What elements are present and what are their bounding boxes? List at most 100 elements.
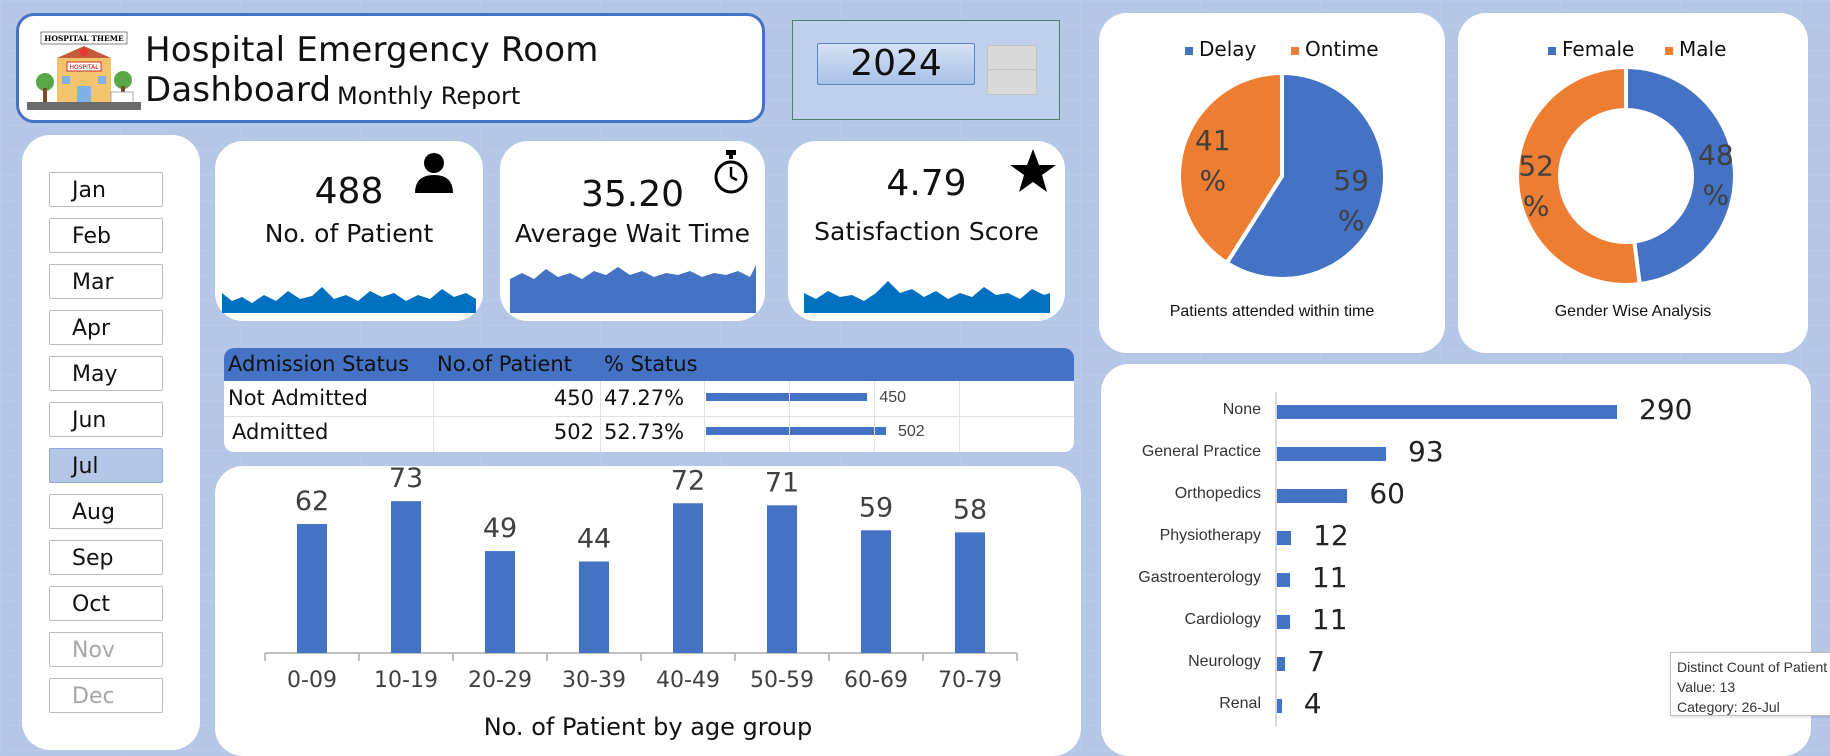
month-button-may[interactable]: May (49, 356, 163, 391)
satisfaction-sparkline (804, 281, 1050, 313)
tooltip-line: Category: 26-Jul (1677, 699, 1780, 715)
legend-swatch (1291, 46, 1299, 55)
dashboard-subtitle: Monthly Report (337, 82, 521, 110)
slice-label: 41 (1195, 124, 1231, 157)
timeliness-pie-card: Delay Ontime 59% 41% Patients attended wi… (1099, 13, 1445, 353)
month-button-mar[interactable]: Mar (49, 264, 163, 299)
age-group-chart-card: 62 0-09 73 10-19 49 20-29 44 30-39 72 40-49 71 50-5… (215, 466, 1081, 756)
bar (391, 501, 421, 653)
tick-label: 30-39 (562, 668, 626, 693)
tick-label: 70-79 (938, 668, 1002, 693)
donut-caption: Gender Wise Analysis (1554, 303, 1712, 320)
data-bar-label: 450 (879, 389, 907, 406)
status-cell: Admitted (232, 420, 329, 444)
bar (1277, 699, 1282, 713)
month-button-jul[interactable]: Jul (49, 448, 163, 483)
table-row: Admitted 502 52.73% 502 (224, 416, 1074, 450)
legend-label: Delay (1199, 37, 1257, 61)
admission-status-table: Admission Status No.of Patient % Status … (224, 348, 1074, 452)
month-button-oct[interactable]: Oct (49, 586, 163, 621)
category-label: General Practice (1141, 443, 1261, 460)
slice-label: 52 (1518, 150, 1554, 183)
data-bar-label: 502 (898, 423, 925, 440)
month-button-apr[interactable]: Apr (49, 310, 163, 345)
patients-sparkline (222, 287, 476, 313)
pie-slice (1224, 70, 1387, 281)
divider (874, 381, 875, 452)
axis-line (1275, 392, 1277, 726)
data-label: 44 (577, 523, 611, 554)
slice-label: % (1200, 164, 1227, 197)
data-label: 60 (1369, 477, 1405, 510)
kpi-patients-label: No. of Patient (264, 219, 434, 248)
legend-label: Female (1562, 37, 1635, 61)
month-button-aug[interactable]: Aug (49, 494, 163, 529)
legend-item: Ontime (1291, 37, 1379, 61)
kpi-wait-label: Average Wait Time (515, 219, 750, 248)
bar (485, 551, 515, 653)
divider (959, 381, 960, 452)
status-cell: Not Admitted (228, 386, 368, 410)
logo-sign: HOSPITAL (69, 64, 99, 71)
tick-label: 60-69 (844, 668, 908, 693)
month-button-feb[interactable]: Feb (49, 218, 163, 253)
data-label: 72 (671, 466, 705, 496)
pie-slice (1515, 64, 1642, 287)
data-label: 49 (483, 513, 517, 544)
percent-cell: 47.27% (604, 386, 685, 410)
legend-swatch (1185, 46, 1193, 55)
data-label: 58 (953, 494, 987, 525)
bar (767, 505, 797, 653)
divider (600, 381, 601, 452)
slice-label: 48 (1698, 138, 1734, 171)
bar (1277, 489, 1348, 503)
kpi-patients-card: 488 No. of Patient (215, 141, 483, 321)
count-cell: 450 (553, 386, 594, 410)
wait-sparkline (510, 265, 756, 313)
month-button-jun[interactable]: Jun (49, 402, 163, 437)
count-cell: 502 (553, 420, 594, 444)
column-header: Admission Status (228, 352, 410, 376)
bar (579, 561, 609, 653)
legend-label: Male (1679, 37, 1727, 61)
data-label: 11 (1311, 603, 1348, 636)
column-header: % Status (604, 352, 698, 376)
timeliness-pie-chart: 59% 41% (1177, 70, 1387, 281)
data-label: 12 (1313, 519, 1349, 552)
month-button-nov[interactable]: Nov (49, 632, 163, 667)
data-label: 290 (1639, 393, 1693, 426)
tick-label: 40-49 (656, 668, 720, 693)
tooltip-line: Distinct Count of Patient (1677, 659, 1828, 675)
slicer-empty-item[interactable] (987, 45, 1037, 71)
bar (1277, 405, 1617, 419)
legend-swatch (1665, 46, 1673, 55)
column-header: No.of Patient (437, 352, 572, 376)
title-card: HOSPITAL THEME HOSPITAL Hospital Emergen… (16, 13, 765, 123)
category-label: Neurology (1188, 653, 1261, 670)
divider (704, 381, 705, 452)
bar (673, 503, 703, 653)
slicer-empty-item[interactable] (987, 69, 1037, 95)
tick-label: 20-29 (468, 668, 532, 693)
month-button-sep[interactable]: Sep (49, 540, 163, 575)
category-label: Physiotherapy (1159, 527, 1261, 544)
month-slicer: Jan Feb Mar Apr May Jun Jul Aug Sep Oct … (22, 135, 200, 750)
dashboard-title: Hospital Emergency Room Dashboard (145, 30, 599, 110)
bar (297, 524, 327, 653)
bar (955, 532, 985, 653)
bar (1277, 531, 1292, 545)
month-button-jan[interactable]: Jan (49, 172, 163, 207)
tick-label: 10-19 (374, 668, 438, 693)
person-icon (415, 153, 453, 193)
kpi-wait-value: 35.20 (580, 174, 685, 215)
month-button-dec[interactable]: Dec (49, 678, 163, 713)
logo-text: HOSPITAL THEME (44, 34, 124, 43)
kpi-satisfaction-value: 4.79 (886, 163, 967, 204)
slice-label: % (1338, 204, 1365, 237)
age-chart-title: No. of Patient by age group (483, 713, 813, 741)
kpi-satisfaction-card: 4.79 Satisfaction Score (788, 141, 1065, 321)
percent-cell: 52.73% (604, 420, 685, 444)
bar (1277, 615, 1290, 629)
year-2024-button[interactable]: 2024 (817, 43, 975, 85)
chart-tooltip: Distinct Count of Patient Value: 13 Cate… (1670, 652, 1830, 716)
